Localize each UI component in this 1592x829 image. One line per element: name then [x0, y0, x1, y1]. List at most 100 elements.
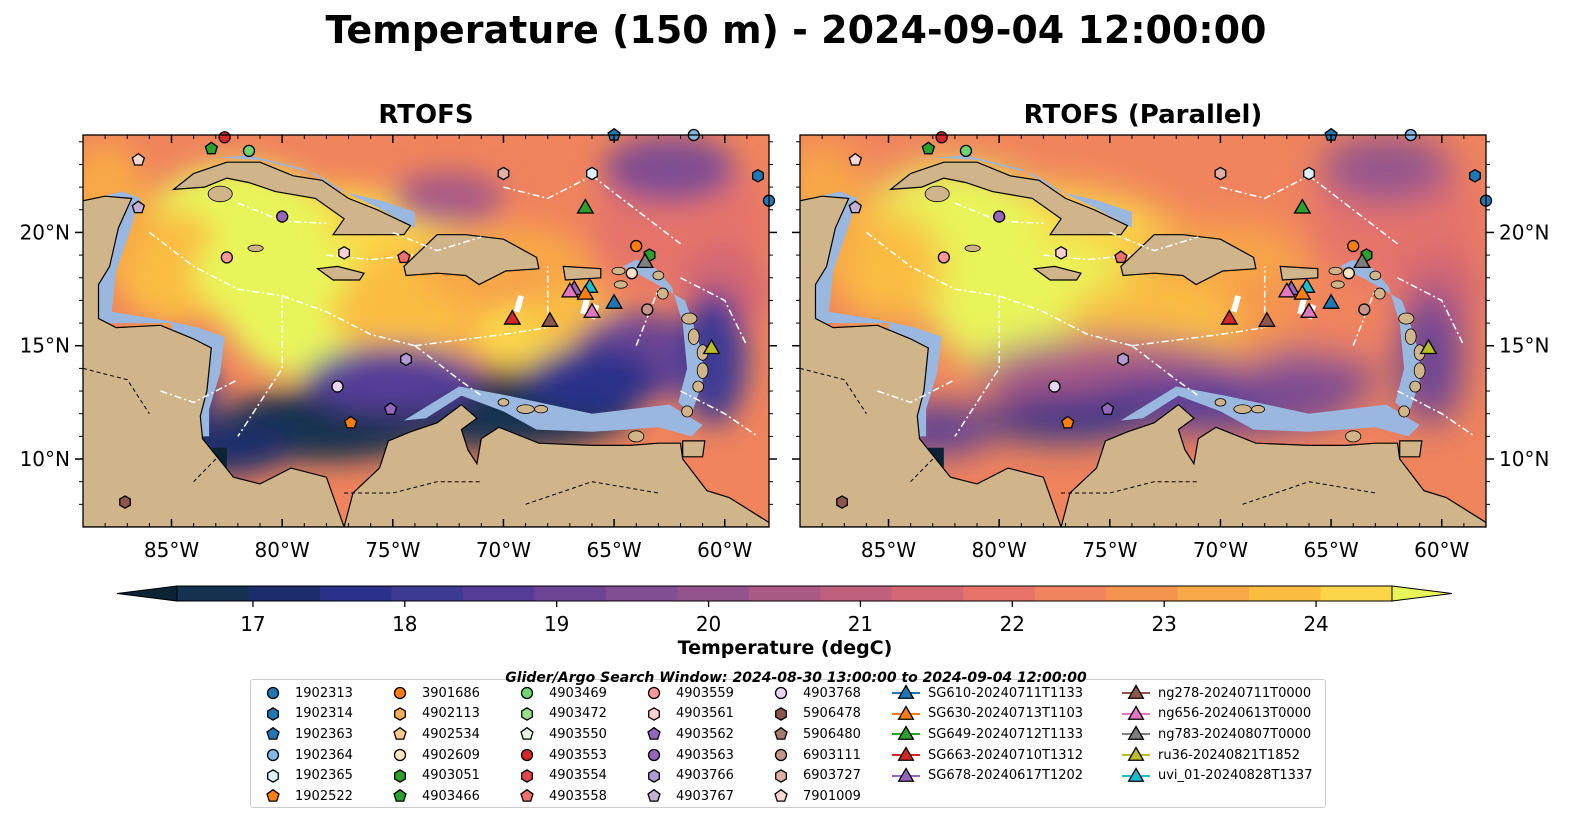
argo-float-4903562: [383, 402, 398, 415]
x-tick-label: 80°W: [972, 538, 1027, 562]
y-tick-label: 15°N: [1499, 334, 1549, 358]
legend-label: 4903563: [676, 747, 734, 763]
legend-label: 4903051: [422, 768, 480, 784]
legend-item-SG678-20240617T1202: SG678-20240617T1202: [890, 765, 1083, 786]
legend-marker: [892, 766, 920, 782]
argo-float-4903768: [331, 380, 344, 393]
colorbar-tick: 17: [240, 612, 265, 636]
glider-SG630-20240713T1103: [576, 284, 595, 300]
legend-label: 6903727: [803, 768, 861, 784]
colorbar-segment: [248, 586, 321, 601]
legend-marker: [892, 705, 920, 720]
legend-item-4903554: 4903554: [511, 765, 607, 786]
legend-marker: [892, 725, 920, 741]
argo-float-4902609: [625, 267, 638, 280]
glider-SG610-20240711T1133: [1322, 293, 1341, 309]
legend-item-ng278-20240711T0000: ng278-20240711T0000: [1120, 683, 1312, 704]
x-tick-label: 65°W: [586, 538, 641, 562]
x-tick-label: 60°W: [697, 538, 752, 562]
argo-float-3901686: [630, 239, 643, 253]
argo-float-4903553: [218, 131, 231, 144]
colorbar-segment: [1249, 586, 1322, 601]
legend-label: 4903558: [549, 788, 607, 804]
colorbar-extend-high: [1391, 585, 1453, 602]
legend-marker: [394, 768, 406, 783]
legend-label: 4902113: [422, 706, 480, 722]
colorbar-segment: [748, 586, 821, 601]
land-7: [242, 108, 277, 131]
argo-float-5906478: [119, 495, 131, 509]
legend-item-1902313: 1902313: [257, 683, 353, 704]
argo-float-4903561: [1055, 245, 1068, 260]
glider-ng783-20240807T0000: [1353, 252, 1371, 269]
argo-float-4903563: [993, 210, 1006, 223]
land-4: [83, 195, 345, 527]
legend-item-SG663-20240710T1312: SG663-20240710T1312: [890, 745, 1083, 766]
legend-column: 4903768 5906478 5906480 6903111 6903727 79010…: [765, 683, 861, 807]
argo-float-4903469: [242, 144, 256, 158]
argo-float-4902609: [1342, 267, 1355, 280]
legend-item-4903466: 4903466: [384, 786, 480, 807]
argo-float-1902522: [1061, 415, 1075, 429]
colorbar-segment: [820, 586, 893, 601]
legend-item-4903768: 4903768: [765, 683, 861, 704]
argo-float-4903466: [921, 141, 936, 155]
legend-label: 4903554: [549, 768, 607, 784]
land-4: [800, 195, 1062, 527]
legend-item-SG630-20240713T1103: SG630-20240713T1103: [890, 704, 1083, 725]
legend-label: 4903767: [676, 788, 734, 804]
legend-item-4902113: 4902113: [384, 704, 480, 725]
legend-marker: [775, 707, 787, 721]
map-panel-2: 85°W 80°W 75°W 70°W 65°W 60°W 20°N 15°N 10°N: [792, 127, 1549, 562]
colorbar-segment: [319, 586, 393, 601]
legend-item-ng783-20240807T0000: ng783-20240807T0000: [1120, 724, 1312, 745]
legend-label: 1902363: [295, 726, 353, 742]
legend-item-1902314: 1902314: [257, 704, 353, 725]
legend-label: 1902314: [295, 706, 353, 722]
legend-label: 6903111: [803, 747, 861, 763]
legend-label: 1902365: [295, 768, 353, 784]
glider-ng783-20240807T0000: [636, 252, 654, 269]
argo-float-1902314: [1469, 168, 1481, 183]
legend-item-6903727: 6903727: [765, 765, 861, 786]
legend-marker: [774, 748, 788, 762]
map-panel-1: 85°W 80°W 75°W 70°W 65°W 60°W 20°N 15°N 10°N: [20, 108, 777, 562]
argo-float-4903766: [400, 352, 413, 367]
argo-float-4903553: [935, 131, 948, 144]
legend-item-4902609: 4902609: [384, 745, 480, 766]
glider-ng656-20240613T0000: [560, 282, 579, 298]
legend-item-4903550: 4903550: [511, 724, 607, 745]
legend-label: SG678-20240617T1202: [928, 768, 1084, 784]
legend-marker: [267, 768, 279, 783]
legend-marker: [775, 768, 787, 783]
legend-item-4903563: 4903563: [638, 745, 734, 766]
argo-float-4903767: [131, 200, 146, 214]
legend-column: 3901686 4902113 4902534 4902609 4903051 49034…: [384, 683, 480, 807]
legend-marker: [1122, 705, 1150, 720]
colorbar-segment: [391, 586, 464, 601]
legend-column: 4903469 4903472 4903550 4903553 4903554 49035…: [511, 683, 607, 807]
legend-marker: [774, 687, 788, 700]
legend-marker: [1122, 746, 1150, 761]
legend-label: ru36-20240821T1852: [1158, 747, 1301, 763]
legend-marker: [1122, 766, 1150, 782]
legend-marker: [892, 684, 920, 700]
legend-marker: [648, 707, 660, 721]
argo-float-4903558: [397, 250, 411, 264]
glider-ng656-20240613T0000: [1277, 282, 1296, 298]
glider-SG663-20240710T1312: [503, 309, 522, 325]
legend-label: 4903466: [422, 788, 480, 804]
argo-float-6903111: [1358, 303, 1371, 316]
glider-ng278-20240711T0000: [1258, 311, 1276, 327]
legend-item-4902534: 4902534: [384, 724, 480, 745]
argo-float-1902522: [344, 415, 358, 429]
legend-marker: [520, 789, 534, 803]
legend-marker: [774, 789, 788, 803]
colorbar-extend-low: [116, 585, 178, 602]
glider-ru36-20240821T1852: [702, 338, 721, 355]
legend-marker: [266, 687, 280, 700]
colorbar-tick: 20: [696, 612, 721, 636]
glider-SG610-20240711T1133: [605, 293, 624, 309]
colorbar-segment: [462, 586, 535, 601]
colorbar-segment: [177, 586, 250, 601]
